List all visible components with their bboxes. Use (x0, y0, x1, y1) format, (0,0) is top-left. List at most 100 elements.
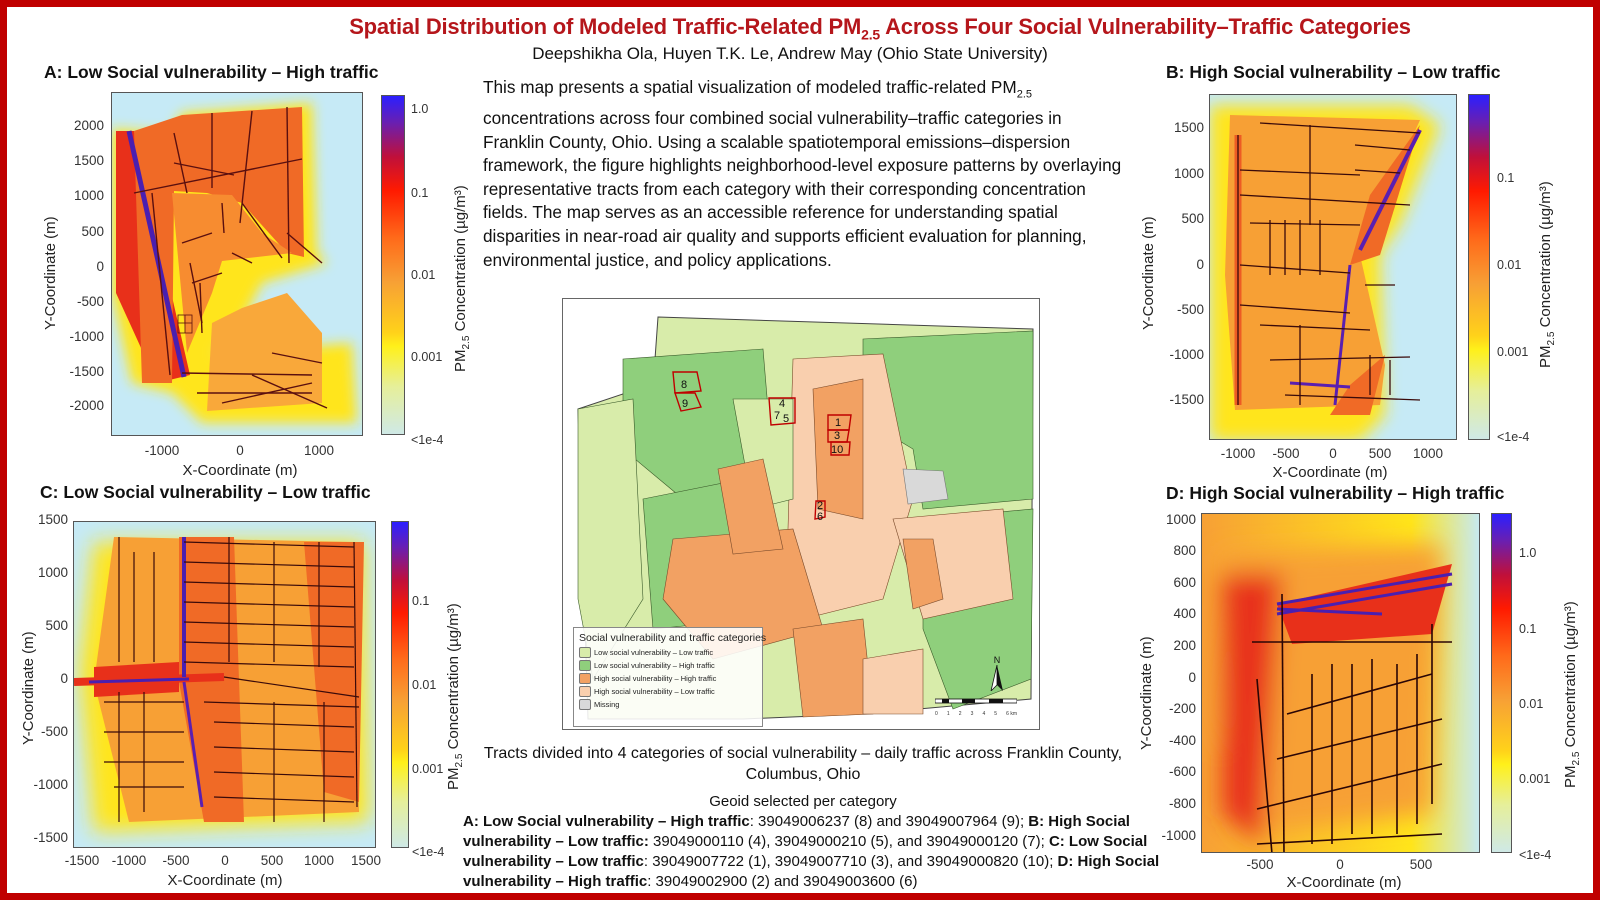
panel-b-xlabel: X-Coordinate (m) (1272, 464, 1388, 481)
panel-b-cbar-tick: 0.1 (1497, 171, 1515, 185)
geoid-heading: Geoid selected per category (709, 793, 897, 810)
panel-b-colorbar-label: PM2.5 Concentration (µg/m³) (1537, 181, 1557, 368)
panel-a-ytick: 0 (96, 259, 104, 274)
legend-item: Missing (579, 698, 757, 711)
panel-b-ytick: -500 (1176, 302, 1204, 317)
panel-c-ytick: -1000 (33, 777, 68, 792)
panel-d-cbar-tick: <1e-4 (1519, 848, 1552, 862)
panel-d-ytick: -400 (1168, 733, 1196, 748)
panel-a-colorbar (381, 95, 405, 435)
panel-c-ytick: -1500 (33, 830, 68, 845)
panel-b-ytick: 500 (1181, 211, 1204, 226)
panel-d-ytick: 1000 (1165, 512, 1196, 527)
panel-d-ytick: 600 (1173, 575, 1196, 590)
panel-c-xlabel: X-Coordinate (m) (167, 872, 283, 889)
panel-b-colorbar (1468, 94, 1490, 440)
panel-d-cbar-tick: 0.01 (1519, 697, 1544, 711)
panel-a-cbar-tick: 0.01 (411, 268, 436, 282)
panel-d-ylabel: Y-Coordinate (m) (1138, 636, 1155, 750)
panel-d-ytick: 0 (1188, 670, 1196, 685)
panel-d-xtick: -500 (1246, 857, 1274, 872)
tract-label-3: 3 (834, 430, 840, 442)
tract-label-9: 9 (682, 398, 688, 410)
panel-c-colorbar (391, 521, 409, 848)
panel-b-cbar-tick: 0.01 (1497, 258, 1522, 272)
panel-a-ytick: 1000 (73, 188, 104, 203)
panel-a-cbar-tick: 0.001 (411, 350, 443, 364)
panel-c-concentration-field (74, 537, 369, 832)
authors: Deepshikha Ola, Huyen T.K. Le, Andrew Ma… (532, 44, 1048, 63)
panel-b-ytick: -1000 (1169, 347, 1204, 362)
panel-a-ytick: 500 (81, 224, 104, 239)
panel-d-xtick: 500 (1409, 857, 1433, 872)
panel-c-ytick: -500 (40, 724, 68, 739)
panel-d-heatmap (1201, 513, 1480, 853)
panel-d-ytick: -600 (1168, 764, 1196, 779)
panel-d-cbar-tick: 1.0 (1519, 546, 1537, 560)
panel-c-xtick: 1500 (350, 853, 382, 868)
panel-a-cbar-tick: <1e-4 (411, 433, 444, 447)
panel-c-cbar-tick: 0.1 (412, 594, 430, 608)
panel-a-ytick: -1500 (69, 364, 104, 379)
panel-c-ytick: 1000 (37, 565, 68, 580)
panel-c-heatmap (73, 521, 376, 848)
geoid-list: A: Low Social vulnerability – High traff… (463, 813, 1160, 890)
panel-c-ytick: 500 (45, 618, 68, 633)
panel-a-xtick: 0 (236, 443, 244, 458)
panel-c-ytick: 0 (60, 671, 68, 686)
legend-swatch (579, 647, 591, 658)
panel-c-xtick: -1500 (64, 853, 100, 868)
legend-title: Social vulnerability and traffic categor… (579, 632, 767, 644)
tract-label-7: 7 (774, 410, 780, 422)
panel-c-xtick: 0 (221, 853, 229, 868)
tract-choropleth: 8 9 4 7 5 1 3 10 2 6 (577, 316, 1034, 720)
panel-c-ytick: 1500 (37, 512, 68, 527)
panel-d-ytick: -800 (1168, 796, 1196, 811)
panel-a-xtick: -1000 (144, 443, 180, 458)
panel-c-xtick: 500 (260, 853, 284, 868)
panel-d-colorbar-label: PM2.5 Concentration (µg/m³) (1562, 601, 1582, 788)
franklin-county-map: 8 9 4 7 5 1 3 10 2 6 Social vulnerabilit… (562, 298, 1040, 730)
panel-a-concentration-field (112, 103, 357, 423)
selected-tract-outlines (672, 371, 852, 520)
panel-b-ytick: 0 (1196, 257, 1204, 272)
panel-d-ytick: 200 (1173, 638, 1196, 653)
panel-d-ytick: 800 (1173, 543, 1196, 558)
tract-label-10: 10 (831, 444, 843, 456)
panel-a-ytick: 1500 (73, 153, 104, 168)
tract-label-4: 4 (779, 398, 785, 410)
legend-swatch (579, 699, 591, 710)
panel-a-ylabel: Y-Coordinate (m) (42, 216, 59, 330)
panel-a-xlabel: X-Coordinate (m) (182, 462, 298, 479)
panel-b-heatmap (1209, 94, 1457, 440)
tract-label-1: 1 (835, 417, 841, 429)
panel-d-concentration-field (1202, 514, 1479, 852)
abstract: This map presents a spatial visualizatio… (483, 77, 1122, 270)
panel-b-cbar-tick: <1e-4 (1497, 430, 1530, 444)
north-arrow-icon: N (987, 655, 1007, 695)
panel-c-xtick: 1000 (303, 853, 335, 868)
panel-a-ytick: -2000 (69, 398, 104, 413)
panel-c-cbar-tick: 0.01 (412, 678, 437, 692)
panel-d-ytick: 400 (1173, 606, 1196, 621)
panel-d-colorbar (1491, 513, 1512, 853)
panel-c-colorbar-label: PM2.5 Concentration (µg/m³) (445, 603, 465, 790)
panel-a-xtick: 1000 (303, 443, 335, 458)
panel-a-ytick: 2000 (73, 118, 104, 133)
panel-c-xtick: -500 (162, 853, 190, 868)
panel-b-ytick: -1500 (1169, 392, 1204, 407)
panel-c-cbar-tick: 0.001 (412, 762, 444, 776)
panel-d-ytick: -1000 (1161, 828, 1196, 843)
panel-b-title: B: High Social vulnerability – Low traff… (1166, 62, 1501, 82)
tract-label-6: 6 (817, 511, 823, 523)
panel-b-concentration-field (1210, 105, 1440, 439)
legend-item: Low social vulnerability – Low traffic (579, 646, 757, 659)
panel-d-title: D: High Social vulnerability – High traf… (1166, 483, 1505, 503)
legend-swatch (579, 686, 591, 697)
panel-b-xtick: -1000 (1220, 446, 1256, 461)
panel-d-xlabel: X-Coordinate (m) (1286, 874, 1402, 891)
panel-b-ytick: 1500 (1173, 120, 1204, 135)
panel-c-cbar-tick: <1e-4 (412, 845, 445, 859)
